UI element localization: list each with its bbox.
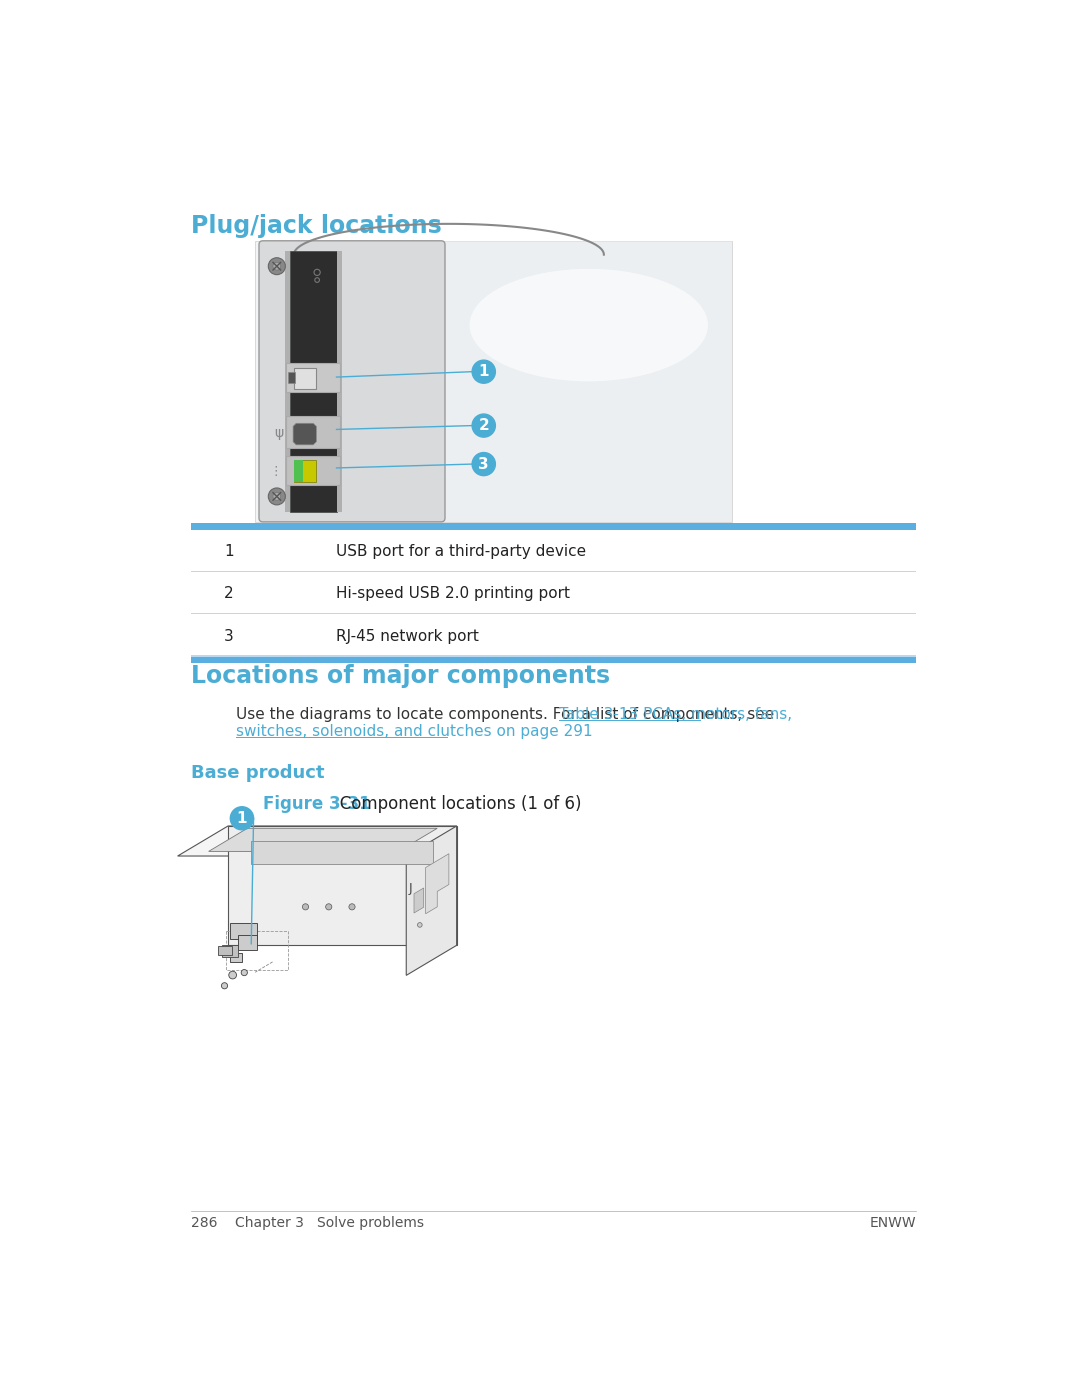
Circle shape	[418, 922, 422, 928]
Bar	[291, 251, 337, 511]
Circle shape	[241, 970, 247, 975]
FancyBboxPatch shape	[259, 240, 445, 522]
Polygon shape	[414, 888, 423, 914]
Polygon shape	[228, 826, 457, 946]
Text: 3: 3	[225, 629, 234, 644]
Text: 2: 2	[225, 587, 233, 601]
Polygon shape	[293, 423, 316, 444]
Text: Table 3-13 PCAs, motors, fans,: Table 3-13 PCAs, motors, fans,	[559, 707, 793, 722]
Circle shape	[472, 414, 496, 437]
Polygon shape	[230, 923, 257, 939]
Text: Base product: Base product	[191, 764, 324, 782]
Bar	[337, 251, 342, 511]
Polygon shape	[238, 935, 257, 950]
Text: Use the diagrams to locate components. For a list of components, see: Use the diagrams to locate components. F…	[235, 707, 779, 722]
Circle shape	[472, 453, 496, 475]
Bar	[422, 240, 732, 522]
Circle shape	[268, 488, 285, 504]
Text: Hi-speed USB 2.0 printing port: Hi-speed USB 2.0 printing port	[337, 587, 570, 601]
Text: 286    Chapter 3   Solve problems: 286 Chapter 3 Solve problems	[191, 1217, 423, 1231]
Circle shape	[326, 904, 332, 909]
Text: 2: 2	[478, 418, 489, 433]
Ellipse shape	[470, 268, 707, 381]
Text: ψ: ψ	[274, 426, 284, 440]
Text: Component locations (1 of 6): Component locations (1 of 6)	[324, 795, 582, 813]
Bar	[288, 373, 295, 383]
Polygon shape	[218, 946, 232, 956]
Bar	[191, 657, 916, 662]
Bar	[294, 367, 315, 390]
Polygon shape	[208, 828, 437, 851]
Bar	[294, 460, 303, 482]
Circle shape	[273, 263, 281, 270]
Text: ENWW: ENWW	[869, 1217, 916, 1231]
Text: ⋮: ⋮	[270, 465, 282, 478]
Bar	[284, 251, 291, 511]
Polygon shape	[222, 944, 238, 957]
Text: Figure 3-31: Figure 3-31	[262, 795, 370, 813]
Text: 1: 1	[237, 810, 247, 826]
Polygon shape	[426, 854, 449, 914]
Bar	[286, 415, 340, 448]
Bar	[286, 363, 340, 393]
Text: 3: 3	[478, 457, 489, 472]
Bar	[191, 524, 916, 529]
Text: J: J	[408, 882, 411, 895]
Bar	[294, 460, 315, 482]
Polygon shape	[406, 826, 457, 975]
Circle shape	[302, 904, 309, 909]
Text: 1: 1	[225, 543, 233, 559]
Text: RJ-45 network port: RJ-45 network port	[337, 629, 480, 644]
Circle shape	[221, 982, 228, 989]
Bar	[286, 455, 340, 485]
Text: Locations of major components: Locations of major components	[191, 665, 610, 689]
Circle shape	[349, 904, 355, 909]
Polygon shape	[177, 826, 457, 856]
Circle shape	[273, 493, 281, 500]
Text: USB port for a third-party device: USB port for a third-party device	[337, 543, 586, 559]
Polygon shape	[252, 841, 433, 865]
Circle shape	[229, 971, 237, 979]
Polygon shape	[230, 953, 242, 963]
Circle shape	[268, 257, 285, 275]
Circle shape	[472, 360, 496, 383]
Bar	[255, 240, 732, 522]
Text: 1: 1	[478, 365, 489, 379]
Text: Plug/jack locations: Plug/jack locations	[191, 214, 442, 237]
Circle shape	[230, 806, 254, 830]
Text: switches, solenoids, and clutches on page 291: switches, solenoids, and clutches on pag…	[235, 724, 592, 739]
